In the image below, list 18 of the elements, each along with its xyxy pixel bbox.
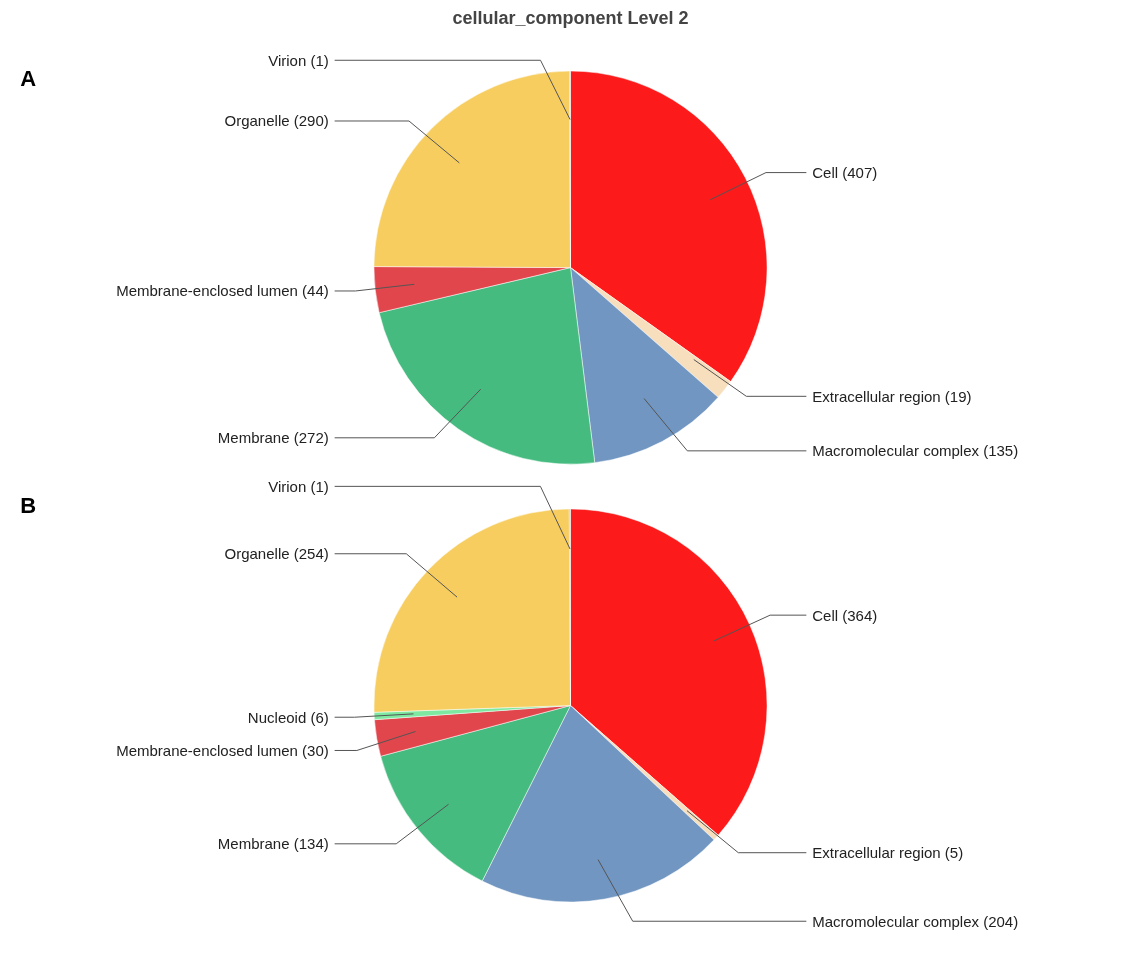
slice-label: Extracellular region (5) (812, 844, 964, 862)
slice-label: Nucleoid (6) (247, 708, 329, 726)
text: B (20, 493, 37, 519)
chart-title: cellular_component Level 2 (452, 7, 689, 28)
slice-label: Virion (1) (268, 51, 329, 69)
slice-label: Cell (407) (812, 164, 878, 182)
slice-label: Virion (1) (268, 477, 329, 495)
slice-label: Membrane (134) (217, 835, 329, 853)
slice-label: Membrane-enclosed lumen (30) (116, 741, 329, 759)
slice-label: Extracellular region (19) (812, 387, 972, 405)
slice-label: Membrane-enclosed lumen (44) (116, 282, 329, 300)
slice-label: Macromolecular complex (204) (812, 912, 1019, 930)
slice-label: Organelle (254) (224, 545, 329, 563)
slice-label: Cell (364) (812, 606, 878, 624)
text: A (20, 66, 37, 92)
slice-label: Macromolecular complex (135) (812, 442, 1019, 460)
slice-label: Membrane (272) (217, 429, 329, 447)
slice-label: Organelle (290) (224, 112, 329, 130)
